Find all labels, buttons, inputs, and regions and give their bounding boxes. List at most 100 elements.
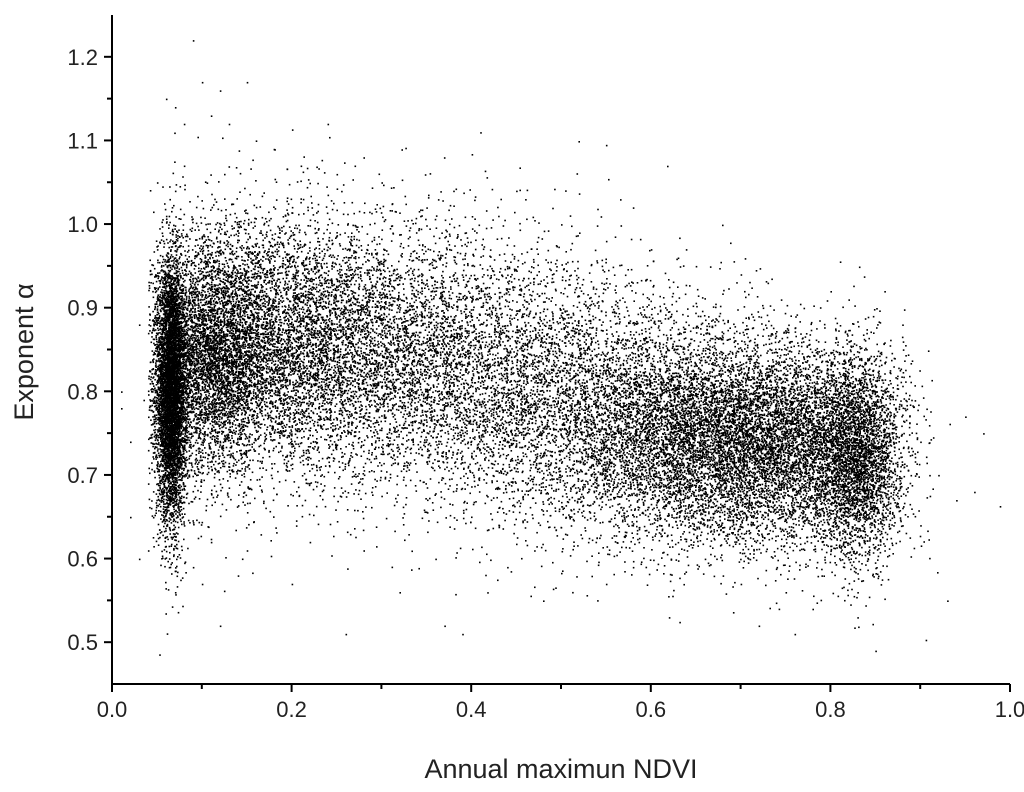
data-point	[151, 515, 154, 517]
data-point	[175, 465, 177, 467]
data-point	[158, 477, 161, 479]
data-point	[156, 450, 159, 452]
data-point	[173, 304, 176, 306]
data-point	[163, 495, 166, 497]
data-point	[171, 448, 173, 451]
data-point	[170, 316, 173, 319]
data-point	[160, 436, 162, 439]
data-point	[186, 337, 189, 339]
data-point	[173, 508, 175, 511]
data-point	[158, 499, 160, 501]
data-point	[171, 573, 173, 575]
data-point	[164, 433, 167, 436]
data-point	[155, 506, 158, 509]
data-point	[164, 400, 167, 402]
data-point	[171, 228, 174, 231]
data-point	[176, 453, 178, 456]
data-point	[162, 514, 164, 517]
data-point	[171, 513, 174, 515]
data-point	[175, 471, 177, 474]
data-point	[169, 445, 171, 448]
data-point	[178, 360, 181, 362]
data-point	[182, 176, 184, 178]
data-point	[168, 520, 170, 523]
data-point	[164, 328, 166, 330]
data-point	[156, 389, 158, 392]
data-point	[160, 391, 163, 394]
data-point	[153, 421, 156, 423]
data-point	[172, 475, 175, 477]
data-point	[164, 409, 167, 411]
data-point	[159, 294, 162, 296]
data-point	[159, 282, 162, 285]
data-point	[174, 545, 176, 547]
data-point	[170, 536, 173, 539]
data-point	[164, 480, 167, 482]
data-point	[163, 376, 165, 378]
data-point	[151, 399, 153, 402]
data-point	[163, 490, 165, 493]
data-point	[167, 435, 170, 438]
data-point	[191, 356, 194, 359]
data-point	[163, 519, 165, 521]
data-point	[183, 379, 185, 382]
data-point	[170, 486, 172, 489]
data-point	[182, 334, 185, 337]
data-point	[176, 353, 179, 356]
data-point	[173, 511, 176, 513]
data-point	[159, 309, 162, 311]
data-point	[178, 438, 180, 441]
data-point	[172, 440, 174, 442]
data-point	[166, 505, 169, 508]
data-point	[184, 416, 187, 418]
data-point	[171, 486, 174, 488]
data-point	[174, 504, 176, 507]
data-point	[175, 495, 177, 498]
data-point	[160, 307, 163, 310]
data-point	[162, 534, 164, 537]
data-point	[163, 463, 166, 465]
data-point	[149, 506, 151, 509]
data-point	[164, 261, 166, 263]
data-point	[174, 453, 177, 456]
data-point	[150, 341, 153, 344]
data-point	[169, 348, 171, 351]
data-point	[154, 317, 156, 320]
data-point	[178, 434, 180, 437]
data-point	[180, 509, 183, 511]
data-point	[165, 413, 168, 415]
data-point	[177, 526, 180, 529]
data-point	[162, 393, 164, 395]
data-point	[164, 558, 167, 560]
data-point	[155, 442, 157, 445]
data-point	[170, 497, 173, 500]
data-point	[183, 460, 185, 463]
data-point	[168, 400, 171, 402]
data-point	[163, 516, 165, 519]
data-point	[164, 203, 166, 205]
data-point	[156, 499, 158, 502]
data-point	[176, 240, 179, 242]
data-point	[168, 411, 171, 414]
data-point	[177, 506, 180, 508]
data-point	[174, 225, 177, 227]
data-point	[153, 443, 156, 445]
data-point	[166, 414, 169, 417]
data-point	[183, 410, 185, 412]
data-point	[158, 338, 160, 340]
data-point	[170, 289, 173, 292]
data-point	[178, 302, 181, 305]
data-point	[183, 467, 186, 470]
data-point	[174, 462, 176, 464]
data-point	[154, 428, 157, 431]
data-point	[167, 506, 170, 508]
data-point	[182, 332, 185, 335]
data-point	[162, 474, 165, 476]
data-point	[161, 491, 163, 493]
data-point	[180, 291, 183, 294]
data-point	[170, 293, 173, 295]
data-point	[168, 283, 171, 286]
data-point	[177, 327, 180, 330]
data-point	[169, 380, 171, 383]
data-point	[175, 239, 178, 241]
